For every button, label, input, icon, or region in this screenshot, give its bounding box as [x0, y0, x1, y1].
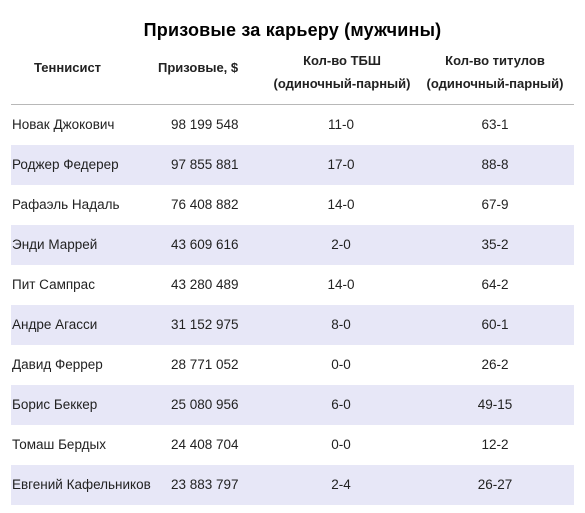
grand-slams-count: 8-0: [331, 317, 351, 332]
grand-slams-count: 0-0: [331, 437, 351, 452]
titles-count: 12-2: [481, 437, 509, 452]
player-name: Томаш Бердых: [12, 437, 106, 452]
table-row: Роджер Федерер 97 855 881 17-0 88-8: [11, 145, 574, 185]
table-row: Пит Сампрас 43 280 489 14-0 64-2: [11, 265, 574, 305]
titles-count: 35-2: [481, 237, 509, 252]
grand-slams-count: 11-0: [327, 117, 355, 132]
table-body: Новак Джокович 98 199 548 11-0 63-1 Родж…: [11, 105, 574, 505]
prize-money: 43 280 489: [171, 277, 239, 292]
player-name: Борис Беккер: [12, 397, 98, 412]
grand-slams-count: 14-0: [327, 197, 355, 212]
player-name: Роджер Федерер: [12, 157, 119, 172]
table-row: Новак Джокович 98 199 548 11-0 63-1: [11, 105, 574, 145]
table-row: Томаш Бердых 24 408 704 0-0 12-2: [11, 425, 574, 465]
grand-slams-count: 2-4: [331, 477, 351, 492]
grand-slams-count: 17-0: [327, 157, 355, 172]
titles-count: 26-27: [477, 477, 513, 492]
header-titles-line1: Кол-во титулов: [445, 53, 545, 68]
prize-money: 31 152 975: [171, 317, 239, 332]
player-name: Энди Маррей: [12, 237, 98, 252]
header-grand-slams-line2: (одиночный-парный): [273, 76, 411, 91]
prize-money: 23 883 797: [171, 477, 239, 492]
grand-slams-count: 14-0: [327, 277, 355, 292]
header-titles-line2: (одиночный-парный): [426, 76, 564, 91]
header-titles: Кол-во титулов (одиночный-парный): [421, 53, 569, 97]
table-row: Рафаэль Надаль 76 408 882 14-0 67-9: [11, 185, 574, 225]
table-row: Энди Маррей 43 609 616 2-0 35-2: [11, 225, 574, 265]
player-name: Андре Агасси: [12, 317, 98, 332]
prize-money: 25 080 956: [171, 397, 239, 412]
table-row: Евгений Кафельников 23 883 797 2-4 26-27: [11, 465, 574, 505]
prize-money: 28 771 052: [171, 357, 239, 372]
prize-money: 43 609 616: [171, 237, 239, 252]
header-prize: Призовые, $: [158, 60, 239, 75]
player-name: Новак Джокович: [12, 117, 115, 132]
prize-money: 97 855 881: [171, 157, 239, 172]
titles-count: 64-2: [481, 277, 509, 292]
grand-slams-count: 6-0: [331, 397, 351, 412]
player-name: Пит Сампрас: [12, 277, 95, 292]
player-name: Евгений Кафельников: [12, 477, 151, 492]
player-name: Рафаэль Надаль: [12, 197, 120, 212]
grand-slams-count: 0-0: [331, 357, 351, 372]
prize-money: 98 199 548: [171, 117, 239, 132]
titles-count: 26-2: [481, 357, 509, 372]
header-divider: [11, 104, 574, 105]
table-row: Андре Агасси 31 152 975 8-0 60-1: [11, 305, 574, 345]
prize-money: 76 408 882: [171, 197, 239, 212]
header-grand-slams-line1: Кол-во ТБШ: [303, 53, 381, 68]
titles-count: 63-1: [481, 117, 509, 132]
titles-count: 88-8: [481, 157, 509, 172]
titles-count: 49-15: [477, 397, 513, 412]
header-grand-slams: Кол-во ТБШ (одиночный-парный): [270, 53, 414, 97]
titles-count: 60-1: [481, 317, 509, 332]
player-name: Давид Феррер: [12, 357, 103, 372]
table-title: Призовые за карьеру (мужчины): [143, 20, 442, 40]
titles-count: 67-9: [481, 197, 509, 212]
prize-money: 24 408 704: [171, 437, 239, 452]
table-row: Борис Беккер 25 080 956 6-0 49-15: [11, 385, 574, 425]
table-row: Давид Феррер 28 771 052 0-0 26-2: [11, 345, 574, 385]
header-player: Теннисист: [34, 60, 102, 75]
grand-slams-count: 2-0: [331, 237, 351, 252]
